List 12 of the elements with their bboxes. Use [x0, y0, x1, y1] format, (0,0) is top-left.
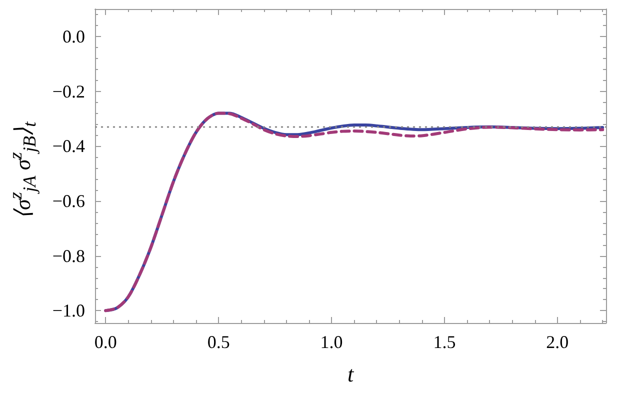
x-tick-label: 1.5 — [433, 332, 456, 352]
y-tick-label: −0.6 — [52, 190, 85, 211]
y-tick-label: 0.0 — [62, 26, 85, 46]
y-tick-label: −0.8 — [52, 246, 85, 266]
x-tick-label: 2.0 — [546, 332, 569, 352]
x-axis-title: t — [347, 362, 354, 386]
x-tick-label: 0.5 — [207, 332, 230, 352]
y-tick-label: −1.0 — [52, 300, 85, 321]
y-tick-label: −0.2 — [52, 81, 85, 102]
y-tick-label: −0.4 — [52, 136, 85, 156]
x-tick-label: 0.0 — [94, 332, 117, 352]
x-tick-label: 1.0 — [320, 332, 343, 352]
